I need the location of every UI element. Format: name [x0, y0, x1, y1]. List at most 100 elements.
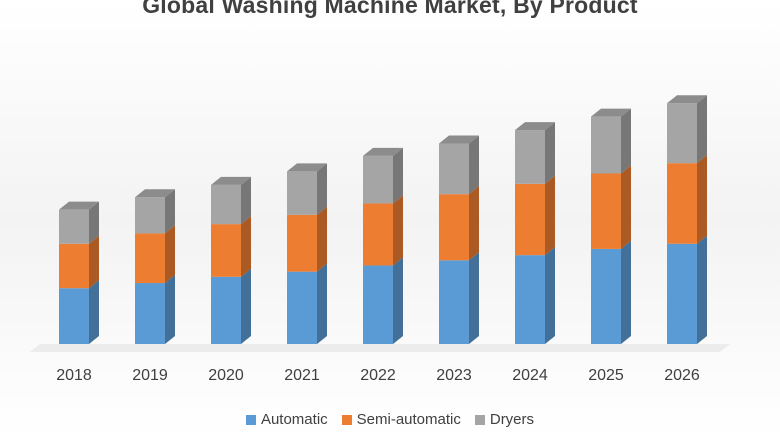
bar-2024-dryers-side: [545, 122, 555, 184]
bar-2024-semi-automatic-front: [515, 183, 545, 256]
bar-2018-dryers-top: [59, 201, 99, 210]
bar-2018-automatic-front: [59, 288, 89, 344]
bar-2026-automatic-front: [667, 243, 697, 344]
bar-2022-automatic-front: [363, 265, 393, 344]
bar-2022-dryers-side: [393, 147, 403, 204]
bar-2023-automatic-side: [469, 252, 479, 344]
bar-2025-automatic: [591, 240, 631, 344]
bar-2019-dryers-front: [135, 197, 165, 234]
bar-2019-automatic-side: [165, 275, 175, 344]
bar-2024-dryers: [515, 122, 555, 184]
bar-2018-semi-automatic-side: [89, 235, 99, 289]
bar-2026-dryers: [667, 95, 707, 164]
bar-2025-automatic-front: [591, 248, 621, 344]
x-tick-label-2021: 2021: [284, 367, 320, 384]
legend-item-dryers: Dryers: [474, 411, 535, 428]
bar-stack-2018: [59, 201, 99, 344]
x-tick-label-2025: 2025: [588, 367, 624, 384]
bar-2022-dryers-top: [363, 147, 403, 156]
bar-2019-semi-automatic: [135, 225, 175, 284]
bar-2023-automatic-front: [439, 260, 469, 344]
bar-2024-automatic-front: [515, 255, 545, 344]
bar-2020-dryers: [211, 176, 251, 225]
bar-2021-semi-automatic: [287, 206, 327, 272]
legend-label: Automatic: [260, 411, 328, 428]
bar-2018-automatic: [59, 280, 99, 344]
bar-2024-semi-automatic: [515, 175, 555, 256]
bar-2023-dryers-front: [439, 143, 469, 195]
bar-2018-automatic-side: [89, 280, 99, 344]
bar-2025-dryers-side: [621, 108, 631, 174]
bar-2018-semi-automatic-front: [59, 243, 89, 289]
bar-2021-dryers-side: [317, 163, 327, 215]
legend-swatch: [245, 414, 256, 425]
bar-2020-semi-automatic: [211, 216, 251, 277]
bar-2019-automatic: [135, 275, 175, 344]
bar-2021-automatic-side: [317, 263, 327, 344]
bar-2019-dryers-side: [165, 189, 175, 234]
x-tick-label-2026: 2026: [664, 367, 700, 384]
bar-2024-automatic: [515, 247, 555, 344]
bar-2026-dryers-front: [667, 103, 697, 164]
bar-2026-automatic-side: [697, 235, 707, 344]
bar-2018-dryers-side: [89, 201, 99, 244]
bar-2026-dryers-top: [667, 95, 707, 104]
bar-2025-semi-automatic-side: [621, 165, 631, 249]
bar-2023-semi-automatic: [439, 186, 479, 261]
bar-2020-dryers-front: [211, 184, 241, 225]
x-axis-tick-labels: 2018 2019 2020 2021 2022 2023 2024 2025 2026: [56, 367, 700, 384]
bar-2020-semi-automatic-front: [211, 224, 241, 277]
bar-2022-semi-automatic-front: [363, 203, 393, 266]
bar-2022-dryers-front: [363, 155, 393, 204]
legend-label: Dryers: [489, 411, 535, 428]
bar-2019-dryers-top: [135, 189, 175, 198]
bar-2022-semi-automatic-side: [393, 195, 403, 266]
x-tick-label-2024: 2024: [512, 367, 548, 384]
bar-stack-2022: [363, 147, 403, 344]
bar-2024-dryers-front: [515, 130, 545, 184]
bar-2022-automatic: [363, 257, 403, 344]
bar-2023-dryers-side: [469, 135, 479, 195]
bar-stack-2023: [439, 135, 479, 344]
bar-2025-dryers-front: [591, 116, 621, 174]
legend-swatch: [341, 414, 352, 425]
x-tick-label-2023: 2023: [436, 367, 472, 384]
bar-2024-semi-automatic-side: [545, 175, 555, 256]
bar-2018-semi-automatic: [59, 235, 99, 289]
bar-2021-semi-automatic-side: [317, 206, 327, 272]
bar-2021-dryers-front: [287, 171, 317, 215]
x-tick-label-2020: 2020: [208, 367, 244, 384]
bar-2021-automatic-front: [287, 271, 317, 344]
bar-2023-semi-automatic-front: [439, 194, 469, 261]
x-tick-label-2019: 2019: [132, 367, 168, 384]
bar-2026-dryers-side: [697, 95, 707, 164]
bar-2025-semi-automatic: [591, 165, 631, 249]
bar-2023-semi-automatic-side: [469, 186, 479, 261]
legend-label: Semi-automatic: [356, 411, 461, 428]
bar-2023-dryers: [439, 135, 479, 195]
bar-2021-automatic: [287, 263, 327, 344]
bar-2023-automatic: [439, 252, 479, 344]
bar-2025-semi-automatic-front: [591, 173, 621, 249]
bar-stack-2019: [135, 189, 175, 344]
bar-2020-dryers-top: [211, 176, 251, 185]
bar-2020-dryers-side: [241, 176, 251, 225]
bar-stack-2025: [591, 108, 631, 344]
bar-2021-dryers: [287, 163, 327, 215]
bar-2026-semi-automatic-side: [697, 155, 707, 244]
bar-2024-dryers-top: [515, 122, 555, 131]
bar-2021-dryers-top: [287, 163, 327, 172]
bar-2025-dryers-top: [591, 108, 631, 117]
bar-2026-semi-automatic: [667, 155, 707, 244]
bar-2025-dryers: [591, 108, 631, 174]
bars-layer: [59, 95, 707, 344]
bar-2018-dryers-front: [59, 209, 89, 244]
bar-2018-dryers: [59, 201, 99, 244]
bar-2020-semi-automatic-side: [241, 216, 251, 277]
x-tick-label-2018: 2018: [56, 367, 92, 384]
bar-stack-2020: [211, 176, 251, 344]
x-tick-label-2022: 2022: [360, 367, 396, 384]
legend-swatch: [474, 414, 485, 425]
